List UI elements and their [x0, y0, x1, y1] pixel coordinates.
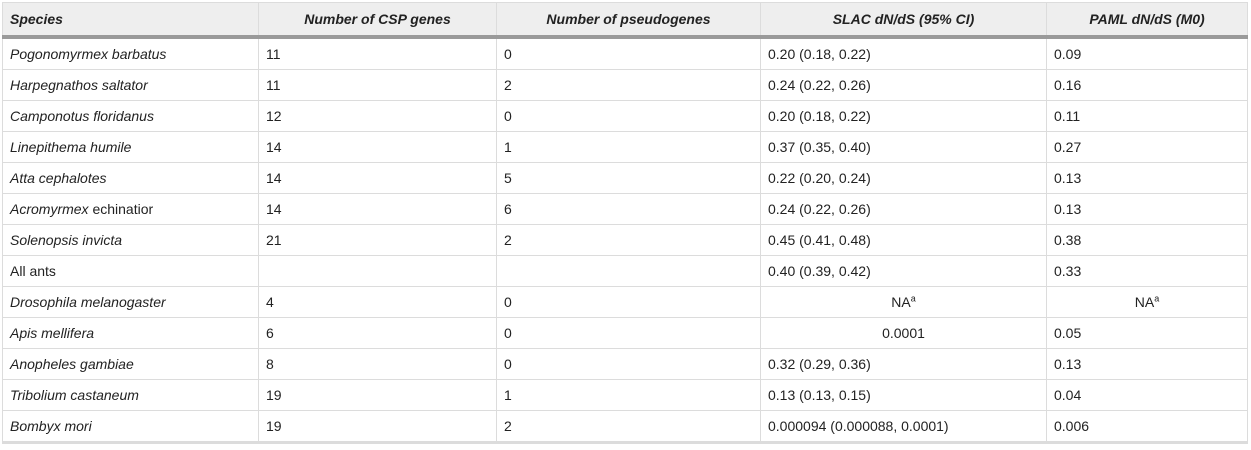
species-cell: Harpegnathos saltator	[2, 69, 259, 101]
table-row: Atta cephalotes 14 5 0.22 (0.20, 0.24) 0…	[2, 162, 1248, 194]
table-row: Apis mellifera 6 0 0.0001 0.05	[2, 317, 1248, 349]
header-paml: PAML dN/dS (M0)	[1046, 2, 1248, 39]
csp-cell: 19	[258, 410, 497, 444]
table-row: Harpegnathos saltator 11 2 0.24 (0.22, 0…	[2, 69, 1248, 101]
slac-cell: 0.20 (0.18, 0.22)	[760, 36, 1047, 70]
pseudo-cell: 0	[496, 286, 761, 318]
slac-cell: 0.13 (0.13, 0.15)	[760, 379, 1047, 411]
slac-cell: 0.40 (0.39, 0.42)	[760, 255, 1047, 287]
species-cell: Tribolium castaneum	[2, 379, 259, 411]
table-row: Tribolium castaneum 19 1 0.13 (0.13, 0.1…	[2, 379, 1248, 411]
species-cell: All ants	[2, 255, 259, 287]
species-cell: Atta cephalotes	[2, 162, 259, 194]
paml-cell: 0.09	[1046, 36, 1248, 70]
csp-cell: 8	[258, 348, 497, 380]
species-cell: Camponotus floridanus	[2, 100, 259, 132]
slac-cell: 0.37 (0.35, 0.40)	[760, 131, 1047, 163]
table-row: Acromyrmex echinatior 14 6 0.24 (0.22, 0…	[2, 193, 1248, 225]
pseudo-cell: 2	[496, 410, 761, 444]
slac-cell: NAa	[760, 286, 1047, 318]
species-cell: Apis mellifera	[2, 317, 259, 349]
table-row: Solenopsis invicta 21 2 0.45 (0.41, 0.48…	[2, 224, 1248, 256]
table-row: Linepithema humile 14 1 0.37 (0.35, 0.40…	[2, 131, 1248, 163]
header-csp-genes: Number of CSP genes	[258, 2, 497, 39]
data-table: Species Number of CSP genes Number of ps…	[2, 2, 1248, 444]
paml-cell: 0.05	[1046, 317, 1248, 349]
paml-cell: 0.33	[1046, 255, 1248, 287]
pseudo-cell: 0	[496, 36, 761, 70]
na-text: NA	[1134, 294, 1155, 310]
csp-cell: 14	[258, 162, 497, 194]
slac-cell: 0.0001	[760, 317, 1047, 349]
paml-cell: 0.27	[1046, 131, 1248, 163]
paml-cell: 0.38	[1046, 224, 1248, 256]
species-cell: Pogonomyrmex barbatus	[2, 36, 259, 70]
csp-cell: 11	[258, 69, 497, 101]
csp-cell: 14	[258, 193, 497, 225]
csp-cell: 6	[258, 317, 497, 349]
csp-cell: 14	[258, 131, 497, 163]
pseudo-cell: 0	[496, 100, 761, 132]
paml-cell: 0.13	[1046, 162, 1248, 194]
paml-cell: 0.13	[1046, 348, 1248, 380]
pseudo-cell: 0	[496, 348, 761, 380]
species-epithet: echinatior	[92, 201, 154, 217]
slac-cell: 0.45 (0.41, 0.48)	[760, 224, 1047, 256]
pseudo-cell: 1	[496, 131, 761, 163]
slac-cell: 0.000094 (0.000088, 0.0001)	[760, 410, 1047, 444]
slac-cell: 0.22 (0.20, 0.24)	[760, 162, 1047, 194]
csp-cell	[258, 255, 497, 287]
csp-cell: 4	[258, 286, 497, 318]
table-row: All ants 0.40 (0.39, 0.42) 0.33	[2, 255, 1248, 287]
table-row: Camponotus floridanus 12 0 0.20 (0.18, 0…	[2, 100, 1248, 132]
pseudo-cell: 5	[496, 162, 761, 194]
slac-cell: 0.24 (0.22, 0.26)	[760, 193, 1047, 225]
csp-cell: 21	[258, 224, 497, 256]
paml-cell: 0.04	[1046, 379, 1248, 411]
paml-cell: 0.16	[1046, 69, 1248, 101]
table-row: Drosophila melanogaster 4 0 NAa NAa	[2, 286, 1248, 318]
header-pseudogenes: Number of pseudogenes	[496, 2, 761, 39]
header-slac: SLAC dN/dS (95% CI)	[760, 2, 1047, 39]
species-cell: Drosophila melanogaster	[2, 286, 259, 318]
csp-cell: 12	[258, 100, 497, 132]
species-cell: Acromyrmex echinatior	[2, 193, 259, 225]
species-genus: Acromyrmex	[10, 201, 89, 217]
header-species: Species	[2, 2, 259, 39]
footnote-marker: a	[1154, 293, 1160, 304]
pseudo-cell: 0	[496, 317, 761, 349]
table-row: Pogonomyrmex barbatus 11 0 0.20 (0.18, 0…	[2, 36, 1248, 70]
species-cell: Anopheles gambiae	[2, 348, 259, 380]
header-row: Species Number of CSP genes Number of ps…	[2, 2, 1248, 39]
pseudo-cell: 1	[496, 379, 761, 411]
pseudo-cell	[496, 255, 761, 287]
slac-cell: 0.32 (0.29, 0.36)	[760, 348, 1047, 380]
species-cell: Linepithema humile	[2, 131, 259, 163]
slac-cell: 0.20 (0.18, 0.22)	[760, 100, 1047, 132]
table-row: Anopheles gambiae 8 0 0.32 (0.29, 0.36) …	[2, 348, 1248, 380]
table-container: Species Number of CSP genes Number of ps…	[2, 2, 1248, 444]
paml-cell: 0.13	[1046, 193, 1248, 225]
table-row: Bombyx mori 19 2 0.000094 (0.000088, 0.0…	[2, 410, 1248, 444]
na-text: NA	[891, 294, 911, 310]
paml-cell: NAa	[1046, 286, 1248, 318]
csp-cell: 11	[258, 36, 497, 70]
species-cell: Solenopsis invicta	[2, 224, 259, 256]
footnote-marker: a	[910, 293, 916, 304]
slac-cell: 0.24 (0.22, 0.26)	[760, 69, 1047, 101]
pseudo-cell: 6	[496, 193, 761, 225]
paml-cell: 0.006	[1046, 410, 1248, 444]
paml-cell: 0.11	[1046, 100, 1248, 132]
species-cell: Bombyx mori	[2, 410, 259, 444]
csp-cell: 19	[258, 379, 497, 411]
pseudo-cell: 2	[496, 224, 761, 256]
pseudo-cell: 2	[496, 69, 761, 101]
